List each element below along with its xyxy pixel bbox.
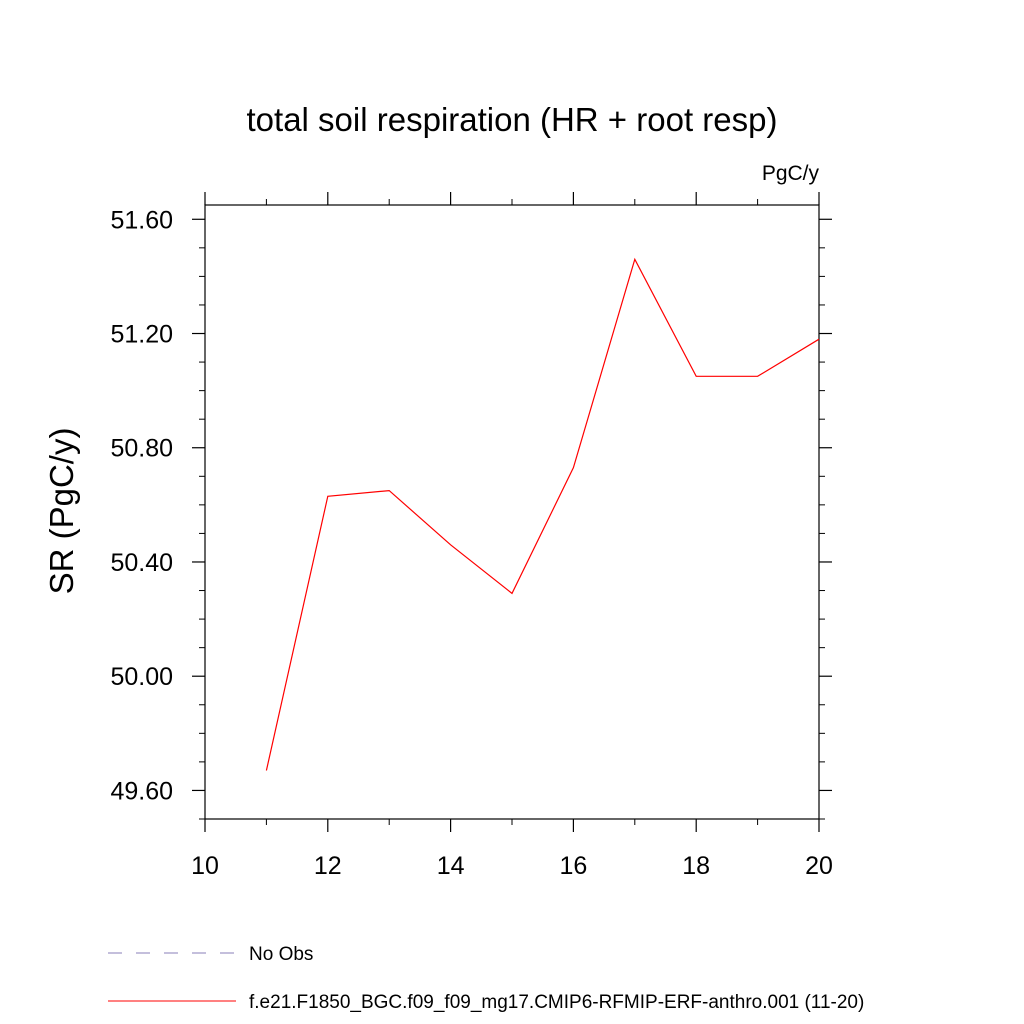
y-tick-label: 50.00 (110, 663, 173, 691)
y-tick-label: 50.80 (110, 435, 173, 463)
series-line (265, 257, 820, 771)
legend-label: No Obs (249, 944, 313, 965)
chart-title: total soil respiration (HR + root resp) (247, 101, 778, 138)
y-tick-label: 50.40 (110, 549, 173, 577)
axis-tick-labels: 10 12 14 16 18 20 49.60 50.00 50.40 50.80 51.20 51.… (110, 206, 832, 880)
units-label: PgC/y (762, 162, 820, 185)
x-tick-label: 12 (314, 852, 342, 880)
y-tick-label: 51.60 (110, 206, 173, 234)
x-tick-label: 16 (559, 852, 587, 880)
x-tick-label: 10 (191, 852, 219, 880)
x-tick-label: 20 (805, 852, 833, 880)
y-tick-label: 49.60 (110, 777, 173, 805)
x-tick-label: 18 (682, 852, 710, 880)
x-tick-label: 14 (437, 852, 465, 880)
legend-label: f.e21.F1850_BGC.f09_f09_mg17.CMIP6-RFMIP… (249, 992, 864, 1013)
series-layer (265, 257, 820, 771)
axis-ticks (192, 192, 832, 832)
plot-frame (204, 204, 820, 820)
y-tick-label: 51.20 (110, 321, 173, 349)
legend: No Obs f.e21.F1850_BGC.f09_f09_mg17.CMIP6… (108, 944, 864, 1013)
y-axis-label: SR (PgC/y) (43, 428, 80, 595)
